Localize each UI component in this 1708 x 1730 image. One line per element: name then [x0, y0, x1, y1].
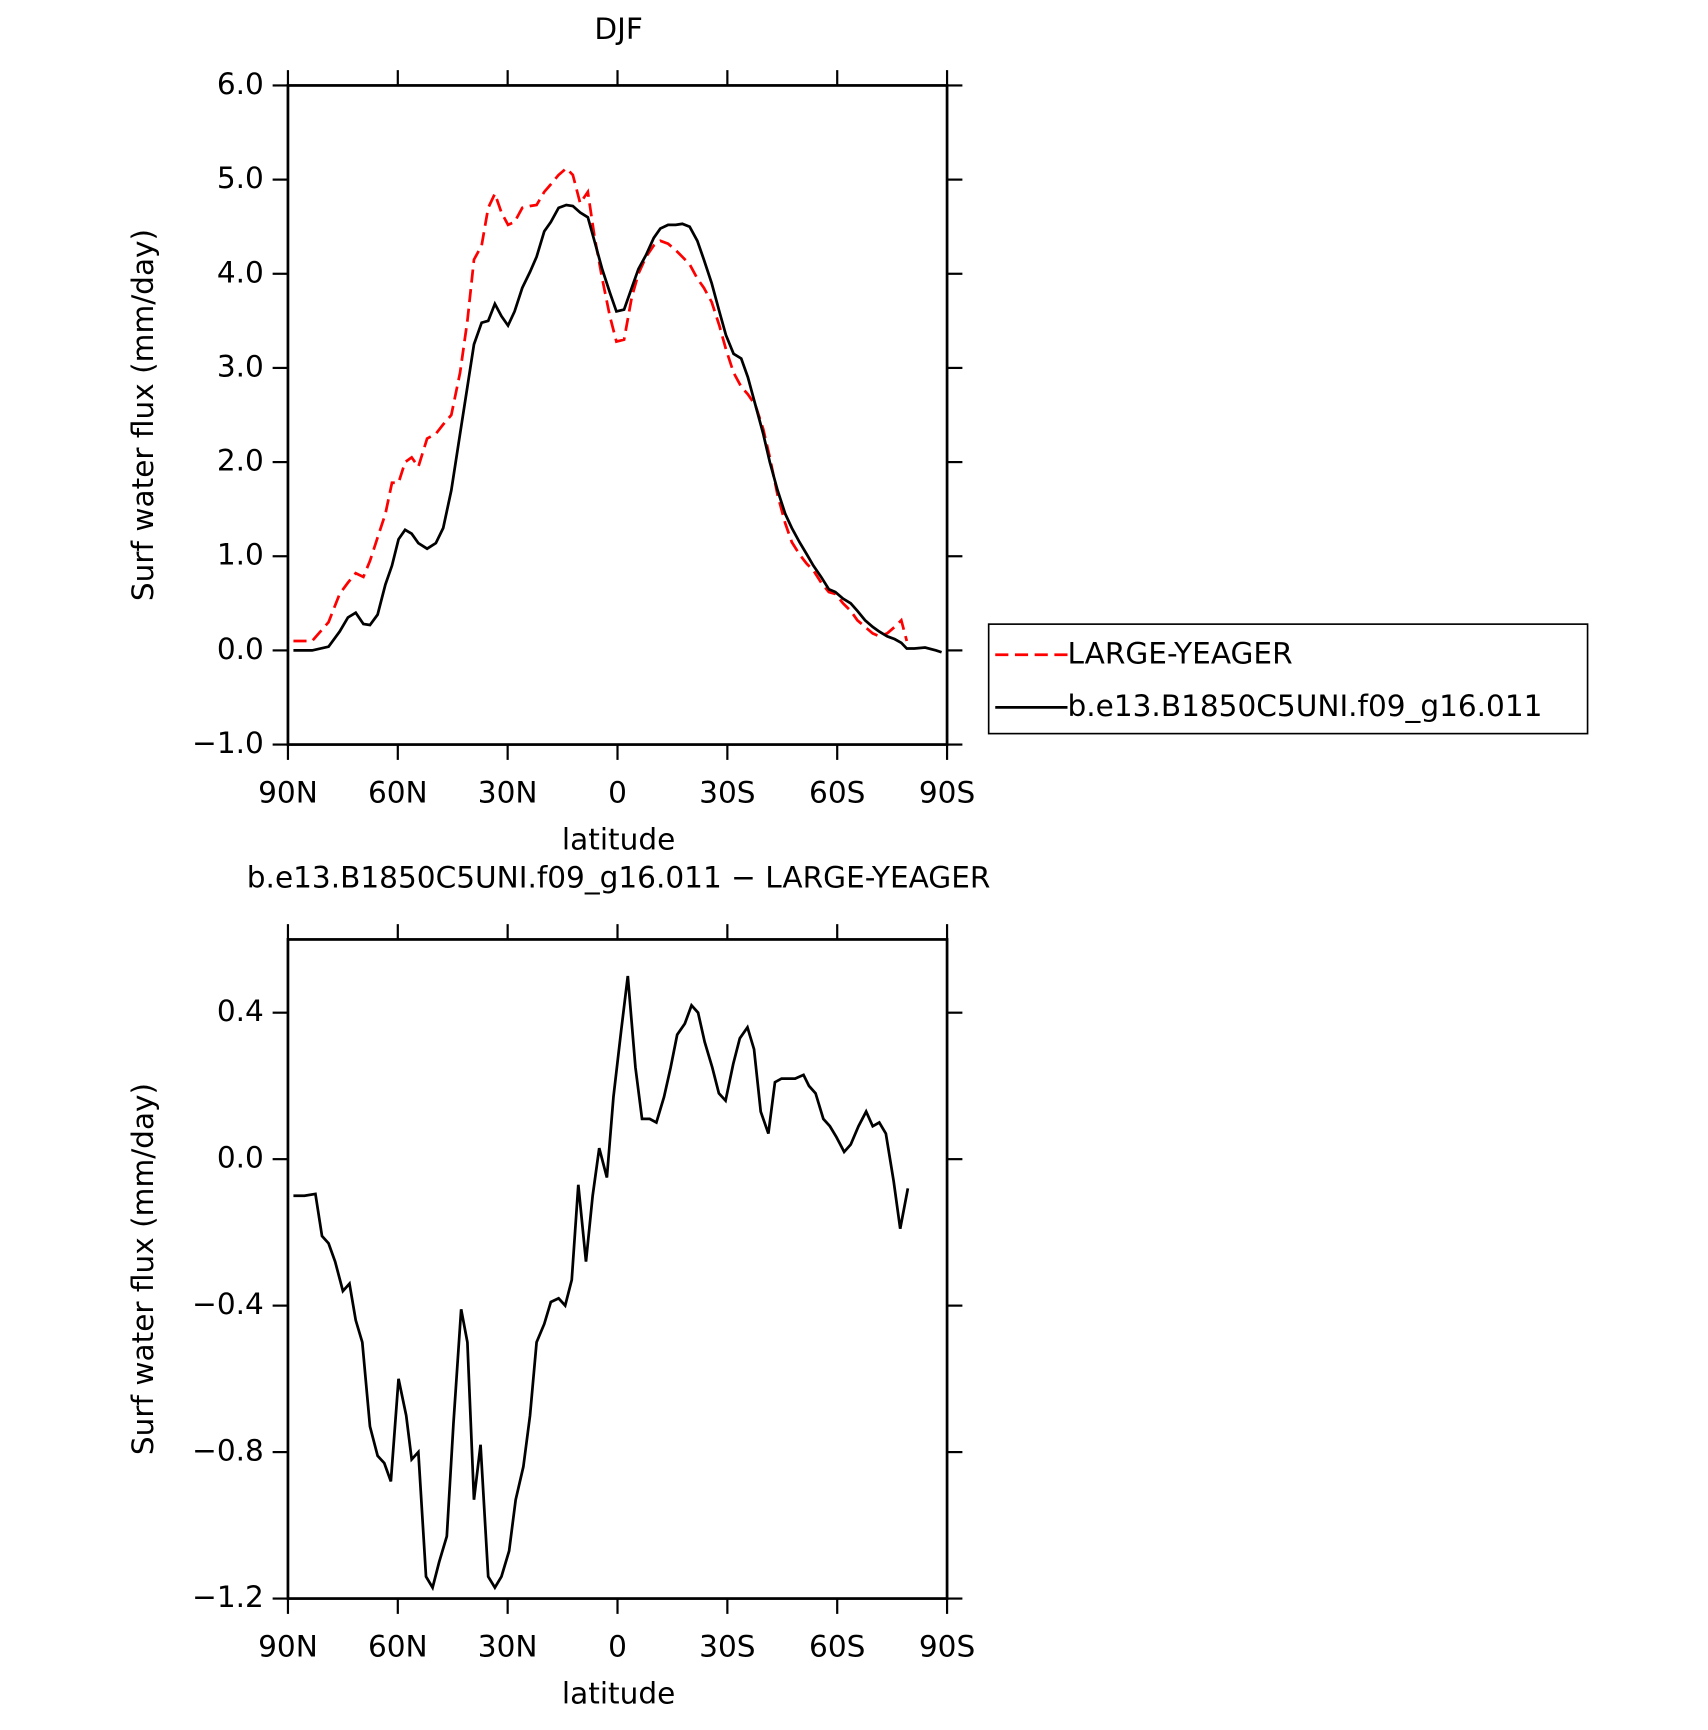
y-tick-label: 0.0 [217, 632, 264, 666]
data-line [293, 203, 943, 654]
x-tick-label: 90N [258, 1629, 318, 1663]
data-line [293, 975, 910, 1592]
x-axis-label: latitude [562, 822, 675, 856]
legend-box [987, 623, 1589, 735]
plot-frame [286, 84, 949, 746]
x-tick-label: 60S [809, 1629, 865, 1663]
x-tick-label: 0 [608, 775, 627, 809]
plot-frame [286, 938, 949, 1600]
y-tick-label: −1.0 [192, 726, 264, 760]
y-tick-label: 3.0 [217, 349, 264, 383]
legend-label: b.e13.B1850C5UNI.f09_g16.011 [1068, 689, 1543, 723]
y-tick-label: 0.0 [217, 1141, 264, 1175]
x-axis-label: latitude [562, 1676, 675, 1710]
y-tick-label: 2.0 [217, 444, 264, 478]
y-axis-label: Surf water flux (mm/day) [126, 229, 160, 601]
x-tick-label: 60N [368, 775, 428, 809]
y-tick-label: −1.2 [192, 1580, 264, 1614]
chart-title: b.e13.B1850C5UNI.f09_g16.011 − LARGE-YEA… [247, 861, 991, 895]
data-line [293, 166, 909, 643]
y-axis-label: Surf water flux (mm/day) [126, 1083, 160, 1455]
chart-title: DJF [594, 12, 642, 46]
y-tick-label: −0.8 [192, 1434, 264, 1468]
x-tick-label: 60N [368, 1629, 428, 1663]
y-tick-label: 5.0 [217, 161, 264, 195]
x-tick-label: 30N [478, 775, 538, 809]
y-tick-label: 1.0 [217, 538, 264, 572]
x-tick-label: 90N [258, 775, 318, 809]
legend-label: LARGE-YEAGER [1068, 636, 1293, 670]
x-tick-label: 30S [699, 775, 755, 809]
x-tick-label: 90S [919, 1629, 975, 1663]
y-tick-label: 6.0 [217, 67, 264, 101]
x-tick-label: 0 [608, 1629, 627, 1663]
y-tick-label: −0.4 [192, 1287, 264, 1321]
x-tick-label: 30N [478, 1629, 538, 1663]
x-tick-label: 30S [699, 1629, 755, 1663]
x-tick-label: 60S [809, 775, 865, 809]
y-tick-label: 4.0 [217, 255, 264, 289]
y-tick-label: 0.4 [217, 994, 264, 1028]
x-tick-label: 90S [919, 775, 975, 809]
